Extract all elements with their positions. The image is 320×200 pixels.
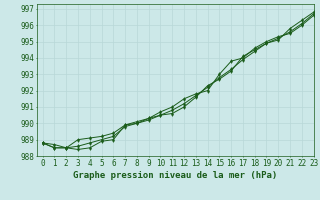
X-axis label: Graphe pression niveau de la mer (hPa): Graphe pression niveau de la mer (hPa) (73, 171, 277, 180)
